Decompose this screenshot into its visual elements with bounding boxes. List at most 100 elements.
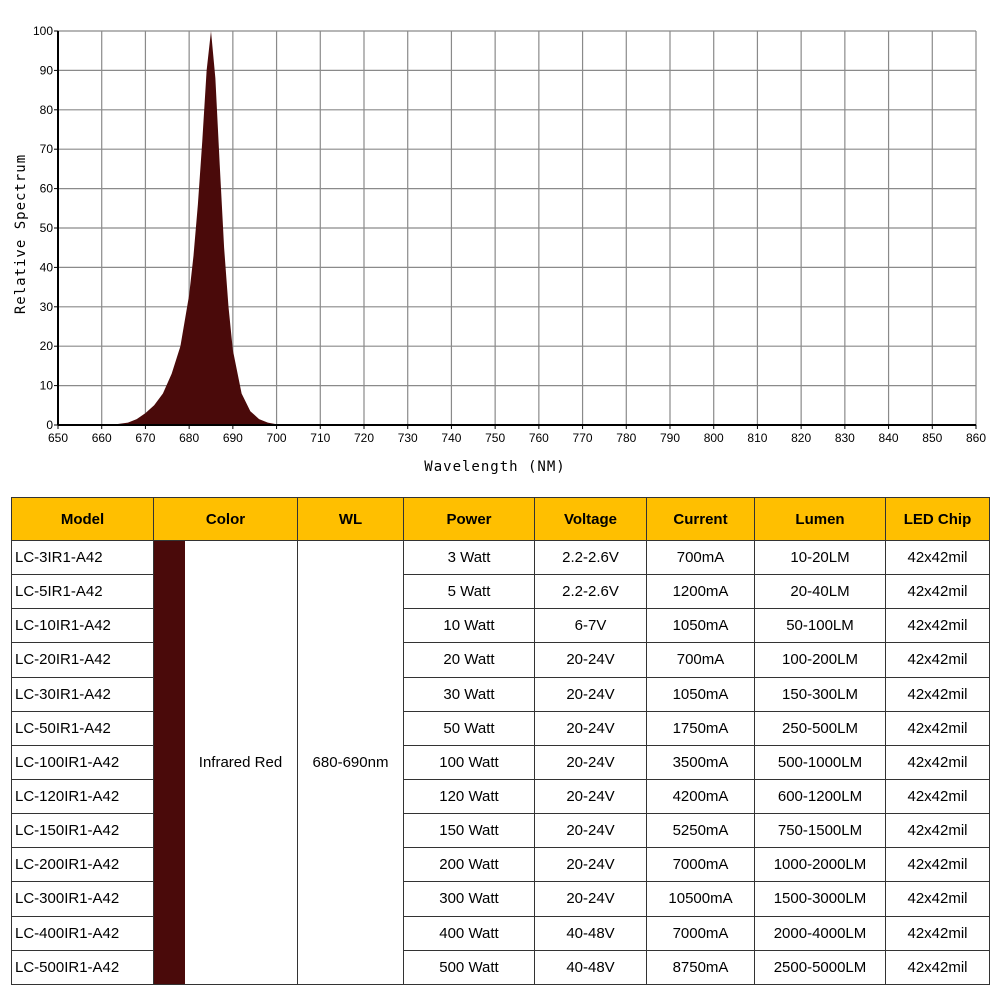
power-cell: 50 Watt <box>403 710 535 746</box>
lumen-cell: 10-20LM <box>754 539 886 576</box>
led-chip-cell: 42x42mil <box>885 744 990 780</box>
voltage-cell: 40-48V <box>534 915 647 951</box>
led-chip-cell: 42x42mil <box>885 813 990 849</box>
power-cell: 10 Watt <box>403 608 535 644</box>
voltage-cell: 20-24V <box>534 813 647 849</box>
power-cell: 20 Watt <box>403 642 535 678</box>
x-tick-label: 670 <box>135 431 155 445</box>
lumen-cell: 100-200LM <box>754 642 886 678</box>
color-swatch <box>154 541 185 984</box>
voltage-cell: 20-24V <box>534 847 647 883</box>
y-tick-label: 20 <box>40 339 54 353</box>
x-tick-label: 850 <box>922 431 942 445</box>
table-row: LC-500IR1-A42 500 Watt 40-48V 8750mA 2500-50… <box>11 949 990 986</box>
lumen-cell: 150-300LM <box>754 676 886 712</box>
model-cell: LC-50IR1-A42 <box>11 710 154 746</box>
x-tick-label: 760 <box>529 431 549 445</box>
spectrum-area <box>110 31 286 425</box>
model-cell: LC-200IR1-A42 <box>11 847 154 883</box>
power-cell: 300 Watt <box>403 881 535 917</box>
current-cell: 1200mA <box>646 574 755 610</box>
power-cell: 5 Watt <box>403 574 535 610</box>
voltage-cell: 20-24V <box>534 642 647 678</box>
x-tick-label: 650 <box>48 431 68 445</box>
voltage-cell: 20-24V <box>534 778 647 815</box>
current-cell: 3500mA <box>646 744 755 780</box>
voltage-cell: 20-24V <box>534 881 647 917</box>
model-cell: LC-300IR1-A42 <box>11 881 154 917</box>
led-chip-cell: 42x42mil <box>885 778 990 815</box>
x-tick-label: 790 <box>660 431 680 445</box>
power-cell: 3 Watt <box>403 539 535 576</box>
voltage-cell: 20-24V <box>534 744 647 780</box>
y-tick-label: 30 <box>40 300 54 314</box>
current-cell: 5250mA <box>646 813 755 849</box>
header-power: Power <box>403 497 535 541</box>
lumen-cell: 500-1000LM <box>754 744 886 780</box>
led-chip-cell: 42x42mil <box>885 949 990 986</box>
y-tick-label: 80 <box>40 103 54 117</box>
y-tick-label: 50 <box>40 221 54 235</box>
model-cell: LC-400IR1-A42 <box>11 915 154 951</box>
y-tick-label: 70 <box>40 142 54 156</box>
table-row: LC-3IR1-A42 Infrared Red 680-690nm 3 Watt 2.… <box>11 539 990 985</box>
voltage-cell: 2.2-2.6V <box>534 574 647 610</box>
x-tick-label: 680 <box>179 431 199 445</box>
power-cell: 200 Watt <box>403 847 535 883</box>
voltage-cell: 20-24V <box>534 710 647 746</box>
lumen-cell: 50-100LM <box>754 608 886 644</box>
spec-table: Model Color WL Power Voltage Current Lum… <box>11 497 990 986</box>
x-tick-label: 700 <box>267 431 287 445</box>
x-tick-label: 830 <box>835 431 855 445</box>
table-header-row: Model Color WL Power Voltage Current Lum… <box>11 497 990 541</box>
lumen-cell: 2000-4000LM <box>754 915 886 951</box>
current-cell: 7000mA <box>646 847 755 883</box>
header-wl: WL <box>297 497 404 541</box>
led-chip-cell: 42x42mil <box>885 608 990 644</box>
y-tick-label: 40 <box>40 260 54 274</box>
wavelength-cell: 680-690nm <box>297 540 404 985</box>
header-model: Model <box>11 497 154 541</box>
lumen-cell: 750-1500LM <box>754 813 886 849</box>
x-axis-label: Wavelength (NM) <box>424 459 565 475</box>
table-body: LC-3IR1-A42 Infrared Red 680-690nm 3 Watt 2.… <box>11 539 990 986</box>
x-tick-label: 840 <box>879 431 899 445</box>
current-cell: 1050mA <box>646 608 755 644</box>
model-cell: LC-30IR1-A42 <box>11 676 154 712</box>
y-tick-label: 90 <box>40 63 54 77</box>
table-row: LC-5IR1-A42 5 Watt 2.2-2.6V 1200mA 20-40LM 42… <box>11 574 990 610</box>
current-cell: 4200mA <box>646 778 755 815</box>
y-tick-label: 100 <box>33 24 53 38</box>
model-cell: LC-100IR1-A42 <box>11 744 154 780</box>
y-tick-label: 0 <box>46 418 53 432</box>
x-tick-label: 690 <box>223 431 243 445</box>
x-tick-label: 660 <box>92 431 112 445</box>
x-tick-label: 720 <box>354 431 374 445</box>
voltage-cell: 6-7V <box>534 608 647 644</box>
led-chip-cell: 42x42mil <box>885 881 990 917</box>
voltage-cell: 2.2-2.6V <box>534 539 647 576</box>
x-tick-label: 730 <box>398 431 418 445</box>
x-tick-label: 810 <box>747 431 767 445</box>
model-cell: LC-3IR1-A42 <box>11 539 154 576</box>
model-cell: LC-10IR1-A42 <box>11 608 154 644</box>
table-row: LC-150IR1-A42 150 Watt 20-24V 5250mA 750-150… <box>11 813 990 849</box>
x-tick-label: 740 <box>441 431 461 445</box>
header-led-chip: LED Chip <box>885 497 990 541</box>
table-row: LC-100IR1-A42 100 Watt 20-24V 3500mA 500-100… <box>11 744 990 780</box>
color-name: Infrared Red <box>198 754 283 771</box>
current-cell: 1750mA <box>646 710 755 746</box>
power-cell: 500 Watt <box>403 949 535 986</box>
current-cell: 10500mA <box>646 881 755 917</box>
model-cell: LC-120IR1-A42 <box>11 778 154 815</box>
y-axis-label: Relative Spectrum <box>13 154 29 314</box>
x-tick-label: 710 <box>310 431 330 445</box>
lumen-cell: 600-1200LM <box>754 778 886 815</box>
model-cell: LC-20IR1-A42 <box>11 642 154 678</box>
lumen-cell: 1500-3000LM <box>754 881 886 917</box>
current-cell: 1050mA <box>646 676 755 712</box>
x-tick-label: 800 <box>704 431 724 445</box>
current-cell: 700mA <box>646 539 755 576</box>
table-row: LC-300IR1-A42 300 Watt 20-24V 10500mA 1500-3… <box>11 881 990 917</box>
y-axis-ticks: 0 10 20 30 40 50 60 70 80 90 100 <box>33 24 58 432</box>
